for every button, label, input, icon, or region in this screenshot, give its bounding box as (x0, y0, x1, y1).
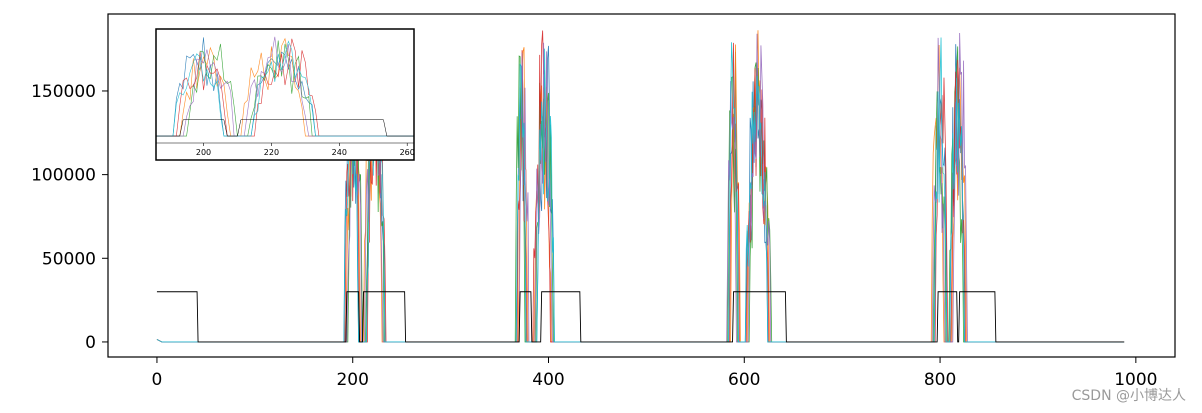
x-tick-label: 0 (152, 370, 163, 390)
inset-x-axis-ticks: 200 220 240 260 (156, 142, 415, 157)
y-tick-label: 50000 (42, 249, 96, 269)
main-plot-lines (156, 30, 1125, 343)
y-tick-label: 100000 (31, 166, 96, 186)
inset-x-tick-label: 200 (196, 148, 211, 157)
x-tick-label: 400 (532, 370, 564, 390)
main-axes: 0 200 400 600 800 1000 0 50000 100000 150000 (31, 13, 1176, 390)
x-tick-label: 200 (336, 370, 368, 390)
x-tick-label: 600 (728, 370, 760, 390)
inset-x-tick-label: 220 (264, 148, 279, 157)
x-tick-label: 800 (924, 370, 956, 390)
watermark: CSDN @小博达人 (1071, 388, 1186, 404)
inset-axes-frame (155, 28, 415, 161)
x-axis-ticks: 0 200 400 600 800 1000 (152, 357, 1157, 390)
y-axis-ticks: 0 50000 100000 150000 (31, 82, 108, 353)
y-tick-label: 150000 (31, 82, 96, 102)
y-tick-label: 0 (85, 333, 96, 353)
x-tick-label: 1000 (1114, 370, 1157, 390)
main-axes-frame (107, 13, 1176, 358)
inset-plot-lines (156, 36, 414, 137)
inset-axes: 200 220 240 260 (155, 28, 415, 161)
inset-x-tick-label: 260 (400, 148, 415, 157)
gate-line (156, 119, 414, 137)
gate-line (156, 291, 1125, 343)
inset-x-tick-label: 240 (332, 148, 347, 157)
